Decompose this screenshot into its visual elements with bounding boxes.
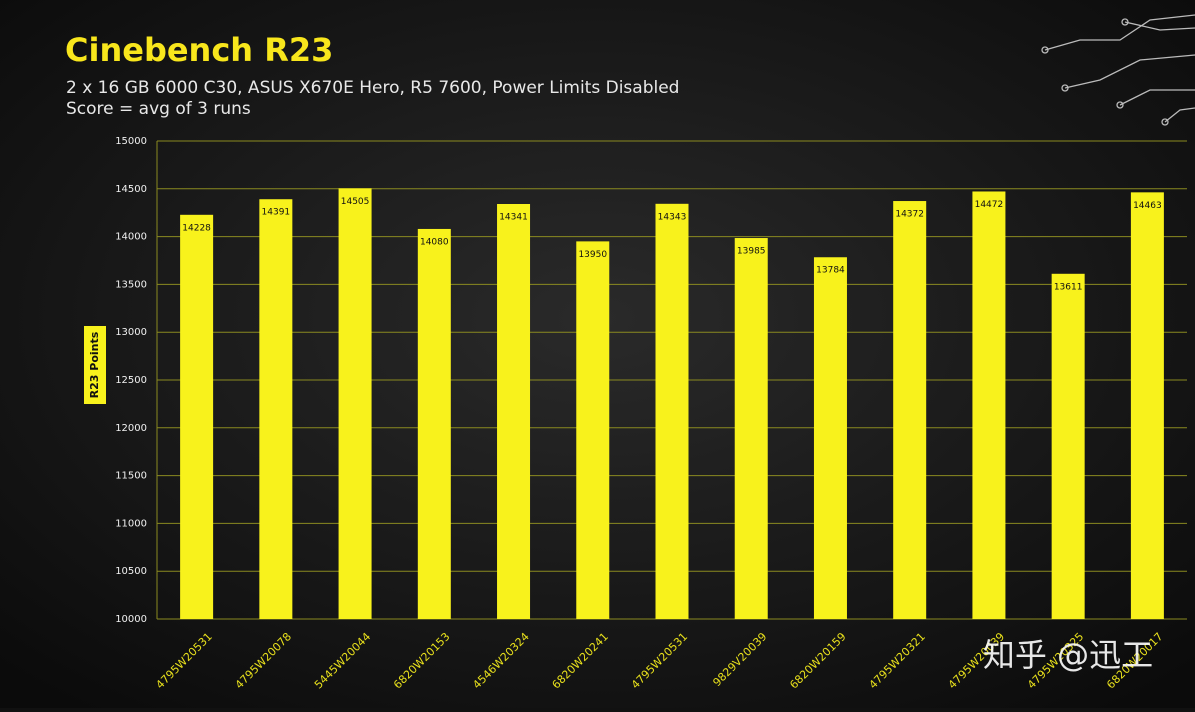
y-tick-label: 11000 (115, 518, 147, 529)
y-tick-label: 13500 (115, 279, 147, 290)
value-label: 14341 (499, 213, 528, 223)
value-label: 13611 (1054, 282, 1083, 292)
watermark: 知乎 @迅工 (983, 636, 1153, 674)
circuit-decoration (1041, 14, 1195, 126)
y-label-box (84, 326, 106, 404)
bar (1130, 192, 1164, 619)
y-tick-label: 14500 (115, 184, 147, 195)
bar (893, 201, 927, 619)
bar (972, 191, 1006, 619)
bar (576, 241, 610, 619)
subtitle: 2 x 16 GB 6000 C30, ASUS X670E Hero, R5 … (66, 78, 679, 98)
y-tick-label: 10500 (115, 566, 147, 577)
y-tick-label: 15000 (115, 136, 147, 147)
subtitle: Score = avg of 3 runs (66, 99, 251, 119)
bar (734, 238, 768, 619)
value-label: 14080 (420, 237, 449, 247)
y-tick-label: 12000 (115, 423, 147, 434)
value-label: 14343 (658, 212, 687, 222)
value-label: 13784 (816, 266, 845, 276)
y-tick-label: 12500 (115, 375, 147, 386)
bar (655, 203, 689, 619)
bar (813, 257, 847, 619)
y-tick-label: 13000 (115, 327, 147, 338)
value-label: 14472 (975, 200, 1004, 210)
y-tick-label: 10000 (115, 614, 147, 625)
bar (417, 228, 451, 619)
value-label: 14391 (262, 208, 291, 218)
value-label: 14228 (182, 223, 211, 233)
bar (259, 199, 293, 619)
value-label: 13950 (578, 250, 607, 260)
y-tick-label: 14000 (115, 232, 147, 243)
bar (180, 214, 214, 619)
bar (338, 188, 372, 619)
bar (497, 204, 531, 619)
value-label: 13985 (737, 247, 766, 257)
chart-title: Cinebench R23 (65, 31, 333, 69)
bar (1051, 273, 1085, 619)
value-label: 14505 (341, 197, 370, 207)
y-tick-label: 11500 (115, 471, 147, 482)
y-axis-label: R23 Points (88, 331, 101, 398)
value-label: 14463 (1133, 201, 1162, 211)
value-label: 14372 (895, 210, 924, 220)
